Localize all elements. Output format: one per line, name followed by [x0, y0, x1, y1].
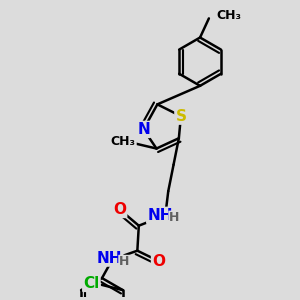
Text: CH₃: CH₃: [216, 9, 241, 22]
Text: N: N: [137, 122, 150, 137]
Text: CH₃: CH₃: [111, 135, 136, 148]
Text: S: S: [176, 109, 186, 124]
Text: O: O: [152, 254, 165, 268]
Text: H: H: [119, 255, 129, 268]
Text: NH: NH: [147, 208, 173, 223]
Text: O: O: [113, 202, 126, 217]
Text: H: H: [169, 211, 179, 224]
Text: NH: NH: [97, 250, 122, 266]
Text: Cl: Cl: [83, 276, 100, 291]
